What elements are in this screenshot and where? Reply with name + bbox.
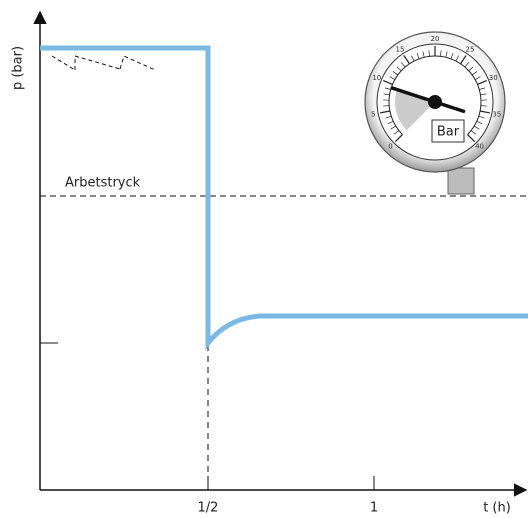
gauge-tick [479, 110, 491, 114]
gauge-scale-label: 25 [466, 46, 475, 54]
gauge-tick [383, 80, 393, 85]
y-axis-label: p (bar) [11, 46, 26, 90]
gauge-scale-label: 0 [388, 143, 392, 151]
pressure-curve [40, 45, 528, 351]
gauge-tick [392, 71, 398, 76]
x-tick-label: 1 [370, 501, 378, 516]
gauge-tick [460, 55, 467, 65]
gauge-tick [422, 51, 425, 58]
gauge-needle [390, 86, 466, 114]
gauge-tick [472, 71, 478, 76]
x-axis-label: t (h) [483, 501, 511, 516]
gauge-tick [440, 50, 442, 57]
gauge-scale-label: 5 [371, 110, 375, 118]
gauge-tick [480, 93, 487, 96]
gauge-tick [389, 76, 396, 80]
gauge-scale-label: 40 [475, 143, 484, 151]
gauge-tick [390, 125, 396, 130]
annotation: Arbetstryck [65, 176, 141, 191]
gauge-tick [428, 50, 430, 57]
gauge-tick [474, 76, 481, 80]
gauge-tick [379, 110, 391, 114]
gauge-arc [388, 55, 482, 135]
x-tick-label: 1/2 [198, 501, 219, 516]
gauge-tick [385, 115, 392, 119]
gauge-tick [383, 93, 390, 96]
gauge-tick [416, 53, 420, 59]
fluctuation [51, 55, 156, 71]
gauge-tick [403, 55, 410, 65]
gauge-tick [387, 120, 394, 125]
gauge-scale-label: 30 [489, 74, 498, 82]
gauge: Bar 0 5 10 15 20 25 30 35 40 [364, 31, 506, 195]
gauge-tick [393, 130, 400, 135]
gauge-tick [400, 62, 406, 68]
gauge-tick [468, 66, 474, 72]
gauge-tick [474, 125, 480, 130]
gauge-tick [394, 134, 403, 143]
gauge-unit-box [431, 119, 465, 143]
gauge-scale-label: 20 [431, 35, 440, 43]
gauge-tick [467, 134, 476, 143]
gauge-scale-label: 15 [396, 46, 405, 54]
gauge-pivot [428, 95, 442, 109]
gauge-tick [450, 53, 454, 59]
gauge-scale-label: 10 [372, 74, 381, 82]
gauge-scale-label: 35 [492, 110, 501, 118]
gauge-tick [478, 115, 485, 119]
gauge-tick [396, 66, 402, 72]
gauge-unit: Bar [437, 125, 460, 140]
gauge-tick [455, 55, 459, 62]
gauge-tick [470, 130, 477, 135]
gauge-tick [384, 87, 391, 90]
gauge-tick [477, 80, 487, 85]
gauge-tick [476, 120, 483, 125]
gauge-sector [395, 91, 435, 131]
gauge-tick [411, 55, 415, 62]
gauge-tick [464, 62, 470, 68]
gauge-tick [445, 51, 448, 58]
gauge-tick [479, 87, 486, 90]
gauge-stem [447, 167, 475, 195]
